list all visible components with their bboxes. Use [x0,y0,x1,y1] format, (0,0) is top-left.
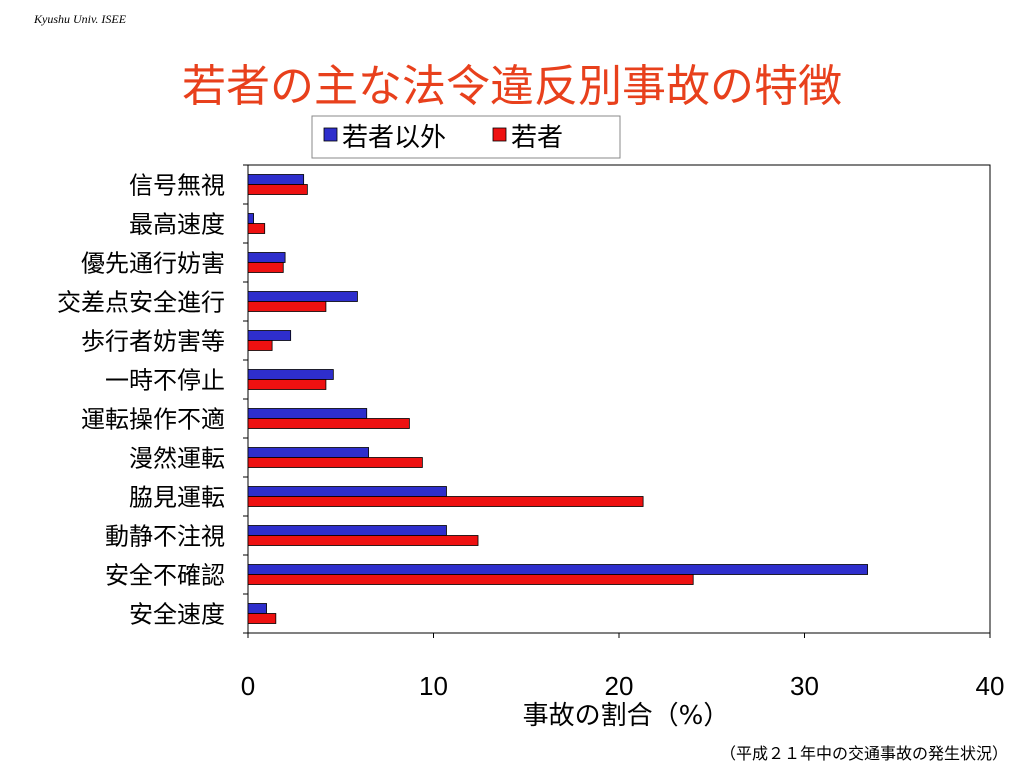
x-tick-label: 0 [241,671,255,701]
bar [247,174,305,185]
y-tick-label: 優先通行妨害 [81,250,225,278]
bar [247,223,266,234]
bar [247,574,694,585]
plot-area [247,164,991,634]
y-tick-label: 安全不確認 [105,562,225,590]
bar [247,408,368,419]
y-tick-label: 交差点安全進行 [57,289,225,317]
y-tick-label: 歩行者妨害等 [81,328,225,356]
bar [247,379,327,390]
page-title: 若者の主な法令違反別事故の特徴 [182,61,842,112]
x-tick-label: 20 [605,671,634,701]
y-tick-label: 運転操作不適 [81,406,225,434]
y-tick-label: 動静不注視 [105,523,225,551]
bar [247,613,277,624]
legend-swatch [323,127,338,142]
header-tag: Kyushu Univ. ISEE [34,12,127,26]
bar [247,496,644,507]
legend-label: 若者 [511,123,563,153]
bar [247,340,273,351]
y-tick-label: 最高速度 [129,211,225,239]
bar [247,369,334,380]
bar [247,525,447,536]
y-tick-label: 信号無視 [129,172,225,200]
footnote: （平成２１年中の交通事故の発生状況） [719,744,1008,763]
bar [247,213,254,224]
y-tick-label: 脇見運転 [129,484,225,512]
bar [247,447,369,458]
x-tick-label: 10 [419,671,448,701]
bar [247,564,868,575]
y-tick-label: 漫然運転 [129,445,225,473]
x-tick-label: 30 [790,671,819,701]
bar [247,535,479,546]
bar [247,301,327,312]
bar [247,457,423,468]
x-tick-label: 40 [976,671,1005,701]
legend [311,115,621,159]
x-axis-label: 事故の割合（%） [523,701,730,731]
legend-label: 若者以外 [342,123,446,153]
bar [247,330,292,341]
bar [247,418,410,429]
y-tick-label: 安全速度 [129,601,225,629]
bar [247,262,284,273]
bar [247,184,308,195]
y-tick-label: 一時不停止 [105,367,225,395]
bar [247,603,267,614]
legend-swatch [492,127,507,142]
bar [247,486,447,497]
bar [247,291,358,302]
bar [247,252,286,263]
